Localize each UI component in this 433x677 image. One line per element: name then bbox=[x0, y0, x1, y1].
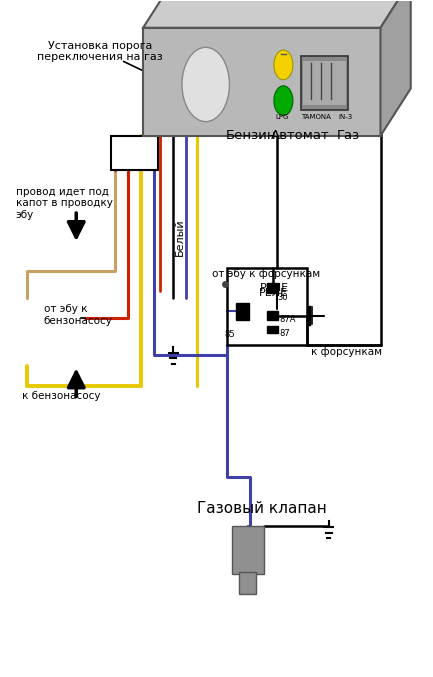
Text: Бензин: Бензин bbox=[226, 129, 276, 142]
Text: 30: 30 bbox=[277, 293, 288, 303]
Text: от эбу к
бензонасосу: от эбу к бензонасосу bbox=[44, 304, 113, 326]
Text: РЕЛЕ: РЕЛЕ bbox=[259, 288, 288, 298]
Circle shape bbox=[274, 86, 293, 116]
Text: Белый: Белый bbox=[175, 219, 185, 256]
Bar bbox=[301, 56, 348, 110]
Text: от эбу к форсункам: от эбу к форсункам bbox=[212, 269, 320, 280]
Text: провод идет под
капот в проводку
эбу: провод идет под капот в проводку эбу bbox=[16, 187, 113, 220]
Bar bbox=[143, 28, 381, 136]
Circle shape bbox=[182, 47, 229, 122]
Bar bbox=[227, 267, 307, 345]
Text: Газ: Газ bbox=[336, 129, 360, 142]
Polygon shape bbox=[143, 0, 411, 28]
Bar bbox=[232, 526, 264, 573]
Text: LPG: LPG bbox=[276, 114, 289, 120]
Circle shape bbox=[274, 50, 293, 80]
Text: 85: 85 bbox=[224, 330, 235, 338]
Text: IN-3: IN-3 bbox=[339, 114, 353, 120]
Text: 87: 87 bbox=[279, 328, 290, 338]
Bar bbox=[239, 572, 256, 594]
Text: 87А: 87А bbox=[279, 315, 296, 324]
Bar bbox=[268, 326, 278, 333]
Text: TAMONA: TAMONA bbox=[301, 114, 331, 120]
Text: РЕЛЕ: РЕЛЕ bbox=[260, 283, 289, 293]
Polygon shape bbox=[381, 0, 411, 136]
Bar bbox=[111, 136, 158, 170]
Text: Газовый клапан: Газовый клапан bbox=[197, 501, 327, 517]
Bar bbox=[268, 311, 278, 320]
Text: Установка порога
переключения на газ: Установка порога переключения на газ bbox=[37, 41, 163, 62]
Bar bbox=[236, 303, 249, 320]
Text: Автомат: Автомат bbox=[271, 129, 330, 142]
Bar bbox=[303, 62, 346, 105]
Text: к бензонасосу: к бензонасосу bbox=[22, 391, 101, 401]
Bar bbox=[268, 283, 278, 292]
Text: к форсункам: к форсункам bbox=[311, 347, 382, 357]
